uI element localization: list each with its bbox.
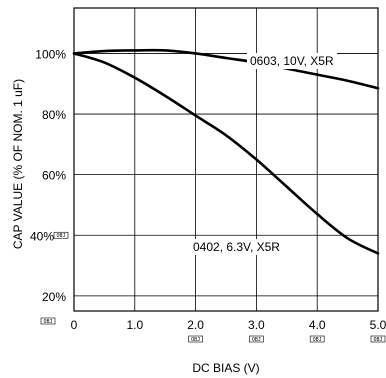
series-line-2 [72,52,380,255]
y-tick-labels: 20% 40% 60% 80% 100% OBJ OBJ [30,47,69,325]
x-tick-label: 1.0 [126,318,143,332]
obj-marker-label: OBJ [373,337,382,343]
x-axis-label: DC BIAS (V) [192,361,259,375]
x-tick-labels: 0 1.0 2.0 OBJ 3.0 OBJ 4.0 OBJ 5.0 OBJ [71,318,386,343]
y-tick-label: 20% [42,290,66,304]
y-tick-label: 100% [35,47,66,61]
x-tick-label: 2.0 [187,318,204,332]
y-tick-label: 60% [42,169,66,183]
x-tick-label: 5.0 [370,318,386,332]
obj-marker-box [188,335,203,343]
annotation-0402-6v3-x5r: 0402, 6.3V, X5R [193,240,280,254]
y-tick-label: 40% [30,229,54,243]
annotation-0603-10v-x5r: 0603, 10V, X5R [250,54,334,68]
obj-marker-box [309,335,325,343]
x-tick-label: 4.0 [309,318,326,332]
obj-marker-label: OBJ [252,337,261,343]
obj-marker-box [370,335,386,343]
x-tick-label: 0 [71,318,78,332]
annotation-background [247,53,337,69]
y-tick-label: 80% [42,108,66,122]
plot-frame [73,7,379,312]
obj-marker-label: OBJ [313,337,322,343]
series-layer [72,48,380,255]
obj-marker-label: OBJ [56,233,65,239]
obj-marker-box [40,317,56,325]
obj-marker-box [53,231,69,239]
annotation-background [190,239,284,255]
series-line-1 [72,48,380,90]
x-tick-label: 3.0 [248,318,265,332]
y-axis-label: CAP VALUE (% OF NOM. 1 uF) [11,79,25,249]
obj-marker-label: OBJ [43,319,52,325]
obj-marker-label: OBJ [191,337,200,343]
obj-marker-box [249,335,264,343]
